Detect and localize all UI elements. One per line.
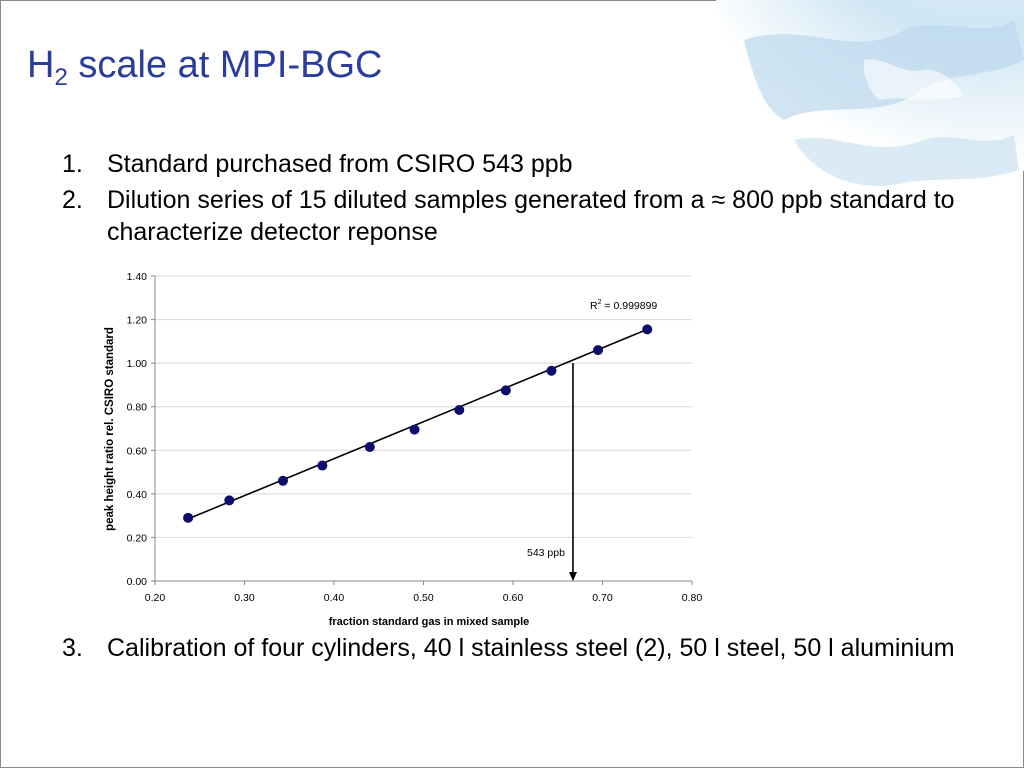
bullet-number: 1.	[62, 150, 83, 178]
data-point	[546, 365, 557, 376]
globe-image	[716, 0, 1024, 190]
bullet-text: Standard purchased from CSIRO 543 ppb	[107, 150, 573, 178]
bullet-number: 2.	[62, 186, 83, 214]
annotation-label: 543 ppb	[527, 547, 565, 559]
data-point	[183, 512, 194, 523]
data-point	[593, 345, 604, 356]
bullet-text: Calibration of four cylinders, 40 l stai…	[107, 634, 955, 662]
x-tick-label: 0.40	[324, 592, 345, 604]
data-point	[224, 495, 235, 506]
y-tick-label: 1.20	[127, 315, 148, 327]
bullet-number: 3.	[62, 634, 83, 662]
x-tick-label: 0.20	[145, 592, 166, 604]
y-tick-label: 0.20	[127, 532, 148, 544]
data-point	[500, 385, 511, 396]
title-subscript: 2	[54, 64, 68, 91]
bullet-item: 2. Dilution series of 15 diluted samples…	[62, 184, 962, 248]
title-rest: scale at MPI-BGC	[67, 44, 383, 86]
x-tick-label: 0.60	[503, 592, 524, 604]
title-main: H	[27, 44, 55, 86]
y-tick-label: 1.40	[127, 271, 148, 283]
bullet-list-top: 1. Standard purchased from CSIRO 543 ppb…	[62, 148, 962, 252]
x-tick-label: 0.50	[413, 592, 434, 604]
bullet-item: 3. Calibration of four cylinders, 40 l s…	[62, 632, 962, 664]
data-point	[409, 424, 420, 435]
data-point	[642, 324, 653, 335]
bullet-item: 1. Standard purchased from CSIRO 543 ppb	[62, 148, 962, 180]
y-tick-label: 0.40	[127, 489, 148, 501]
y-axis-title: peak height ratio rel. CSIRO standard	[104, 327, 116, 531]
y-tick-label: 0.00	[127, 576, 148, 588]
slide-title: H2 scale at MPI-BGC	[27, 44, 382, 92]
bullet-list-bottom: 3. Calibration of four cylinders, 40 l s…	[62, 632, 962, 668]
x-tick-label: 0.80	[682, 592, 703, 604]
trendline	[187, 328, 648, 520]
x-tick-label: 0.30	[234, 592, 255, 604]
arrow-head	[568, 572, 577, 581]
r-squared-label: R2 = 0.999899	[590, 299, 657, 312]
data-point	[277, 475, 288, 486]
y-tick-label: 0.80	[127, 402, 148, 414]
x-axis-title: fraction standard gas in mixed sample	[329, 616, 530, 628]
calibration-chart: 0.00 0.20 0.40 0.60 0.80 1.00 1.20 1.40 0.20 0.30…	[104, 271, 703, 628]
data-point	[364, 442, 375, 453]
data-point	[317, 460, 328, 471]
y-tick-label: 0.60	[127, 445, 148, 457]
y-tick-label: 1.00	[127, 358, 148, 370]
bullet-text: Dilution series of 15 diluted samples ge…	[107, 186, 955, 246]
data-point	[454, 404, 465, 415]
x-tick-label: 0.70	[592, 592, 613, 604]
